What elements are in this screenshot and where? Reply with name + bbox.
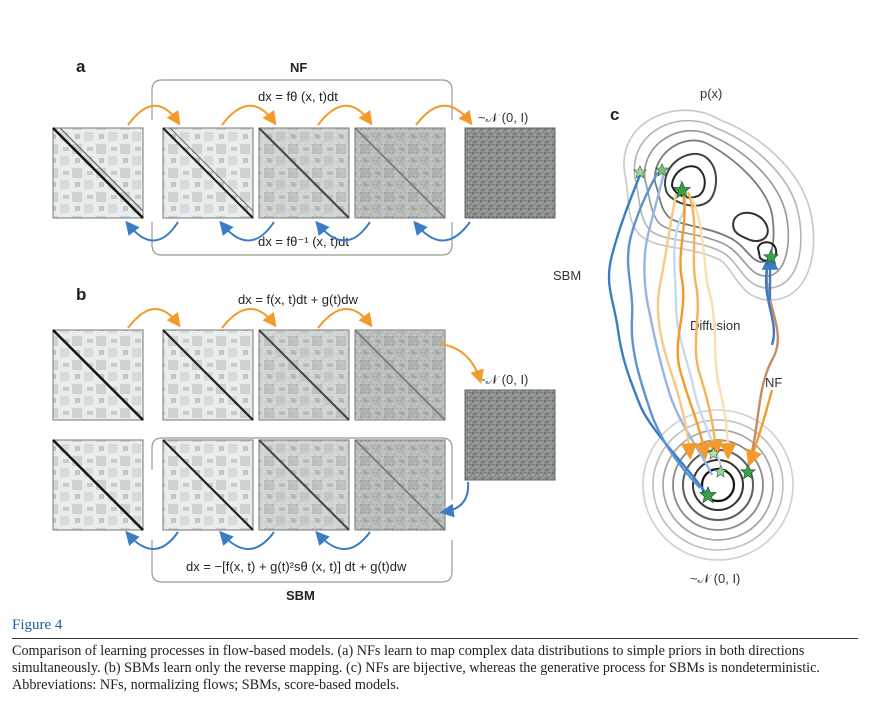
figure-canvas: a NF dx = fθ (x, t)dt dx = fθ⁻¹ (x, t)dt… [52, 57, 815, 603]
panel-b-frame-top [151, 437, 453, 500]
panel-a-bottom-bracket [151, 222, 453, 256]
panel-b-forward-equation: dx = f(x, t)dt + g(t)dw [238, 292, 359, 307]
panel-c-nf-path-blue [764, 261, 776, 346]
panel-c-prior-contours [642, 409, 794, 561]
caption-text: Comparison of learning processes in flow… [12, 643, 820, 693]
panel-a-noise-prior [464, 127, 556, 219]
panel-a-top-bracket [151, 79, 453, 120]
panel-b-title: SBM [286, 588, 315, 603]
caption-rule [12, 638, 858, 639]
panel-c-data-label: p(x) [700, 86, 722, 101]
panel-b-reverse-arrows [125, 481, 470, 550]
panel-c-diffusion-paths [656, 187, 737, 461]
panel-a-prior-label: ~𝒩 (0, I) [478, 110, 528, 125]
panel-b-top-matrix-1 [52, 329, 144, 421]
figure-caption: Figure 4 Comparison of learning processe… [12, 617, 858, 694]
panel-a-matrix-1 [52, 127, 144, 219]
panel-a-title: NF [290, 60, 307, 75]
panel-c-star-prior-faded-2 [714, 465, 727, 478]
panel-c-data-contours [623, 109, 815, 301]
panel-c-star-prior-nf [740, 464, 756, 480]
caption-title: Figure 4 [12, 617, 63, 633]
panel-a-inverse-arrows [125, 220, 471, 242]
panel-b-top-matrix-3 [258, 329, 350, 421]
panel-c-sbm-label: SBM [553, 268, 581, 283]
panel-b-bottom-matrix-2 [162, 439, 254, 531]
panel-b-top-matrix-4 [354, 329, 446, 421]
panel-b-bottom-matrix-4 [354, 439, 446, 531]
panel-c-nf-path-orange [746, 389, 774, 467]
panel-a-forward-equation: dx = fθ (x, t)dt [258, 89, 338, 104]
panel-b-reverse-equation: dx = −[f(x, t) + g(t)²sθ (x, t)] dt + g(… [186, 559, 407, 574]
panel-c-nf-label: NF [765, 375, 782, 390]
panel-b-bottom-matrix-1 [52, 439, 144, 531]
panel-a-matrix-4 [354, 127, 446, 219]
panel-b-letter: b [76, 285, 86, 304]
panel-a-letter: a [76, 57, 86, 76]
panel-b-noise-prior [464, 389, 556, 481]
panel-b-top-matrix-2 [162, 329, 254, 421]
panel-b-frame-bottom [151, 540, 453, 583]
panel-a-inverse-equation: dx = fθ⁻¹ (x, t)dt [258, 234, 349, 249]
panel-b-forward-arrows [127, 307, 484, 385]
panel-a-forward-arrows [127, 104, 473, 126]
panel-a-matrix-2 [162, 127, 254, 219]
panel-b-prior-label: ~𝒩 (0, I) [478, 372, 528, 387]
panel-a-matrix-3 [258, 127, 350, 219]
panel-c-prior-label: ~𝒩 (0, I) [690, 571, 740, 586]
panel-c-letter: c [610, 105, 619, 124]
panel-b-bottom-matrix-3 [258, 439, 350, 531]
